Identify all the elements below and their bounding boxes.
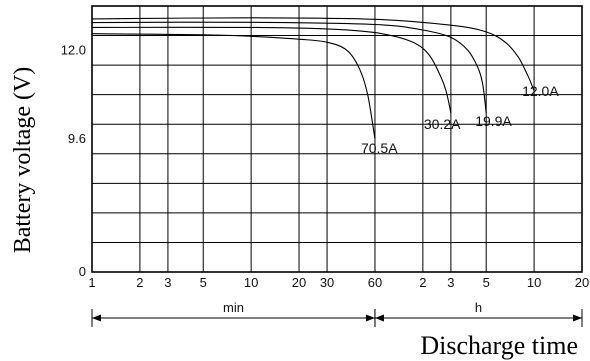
- curve-label-70.5A: 70.5A: [361, 140, 398, 156]
- range-min-arrow-right: [365, 314, 375, 322]
- tick-labels: 12.0 9.6 01 2 3 5 10 20 30 60 2 3 5 10 20 min h: [61, 42, 589, 327]
- curve-label-30.2A: 30.2A: [424, 116, 461, 132]
- x-tick-label-9: 3: [447, 275, 454, 290]
- curve-12.0A: [91, 17, 535, 92]
- x-axis-title: Discharge time: [420, 331, 578, 360]
- x-tick-label-3: 5: [200, 275, 207, 290]
- x-tick-label-11: 10: [527, 275, 541, 290]
- plot-frame: [91, 5, 583, 273]
- curve-70.5A: [91, 33, 376, 140]
- x-tick-label-2: 3: [164, 275, 171, 290]
- x-tick-label-8: 2: [419, 275, 426, 290]
- range-min-arrow-left: [92, 314, 101, 322]
- x-tick-label-10: 5: [483, 275, 490, 290]
- y-axis-title: Battery voltage (V): [10, 67, 36, 254]
- x-tick-label-12: 20: [575, 275, 589, 290]
- x-tick-label-1: 2: [136, 275, 143, 290]
- y-tick-label-0: 12.0: [61, 42, 86, 57]
- range-h-arrow-right: [573, 314, 582, 322]
- range-h-arrow-left: [374, 314, 384, 322]
- curve-label-19.9A: 19.9A: [475, 113, 512, 129]
- curve-labels: 70.5A 30.2A 19.9A 12.0A: [361, 83, 559, 156]
- x-tick-label-4: 10: [244, 275, 258, 290]
- x-tick-label-0: 1: [88, 275, 95, 290]
- curves: [91, 17, 535, 140]
- range-min: min: [91, 300, 376, 327]
- y-tick-label-1: 9.6: [68, 131, 86, 146]
- y-tick-label-2: 0: [79, 264, 86, 279]
- x-tick-label-6: 30: [320, 275, 334, 290]
- curve-label-12.0A: 12.0A: [522, 83, 559, 99]
- range-h: h: [374, 300, 583, 327]
- range-label-h: h: [475, 300, 482, 315]
- grid: [91, 5, 583, 273]
- x-tick-label-7: 60: [368, 275, 382, 290]
- range-label-min: min: [223, 300, 244, 315]
- curve-30.2A: [91, 26, 452, 114]
- x-tick-label-5: 20: [292, 275, 306, 290]
- curve-19.9A: [91, 21, 487, 114]
